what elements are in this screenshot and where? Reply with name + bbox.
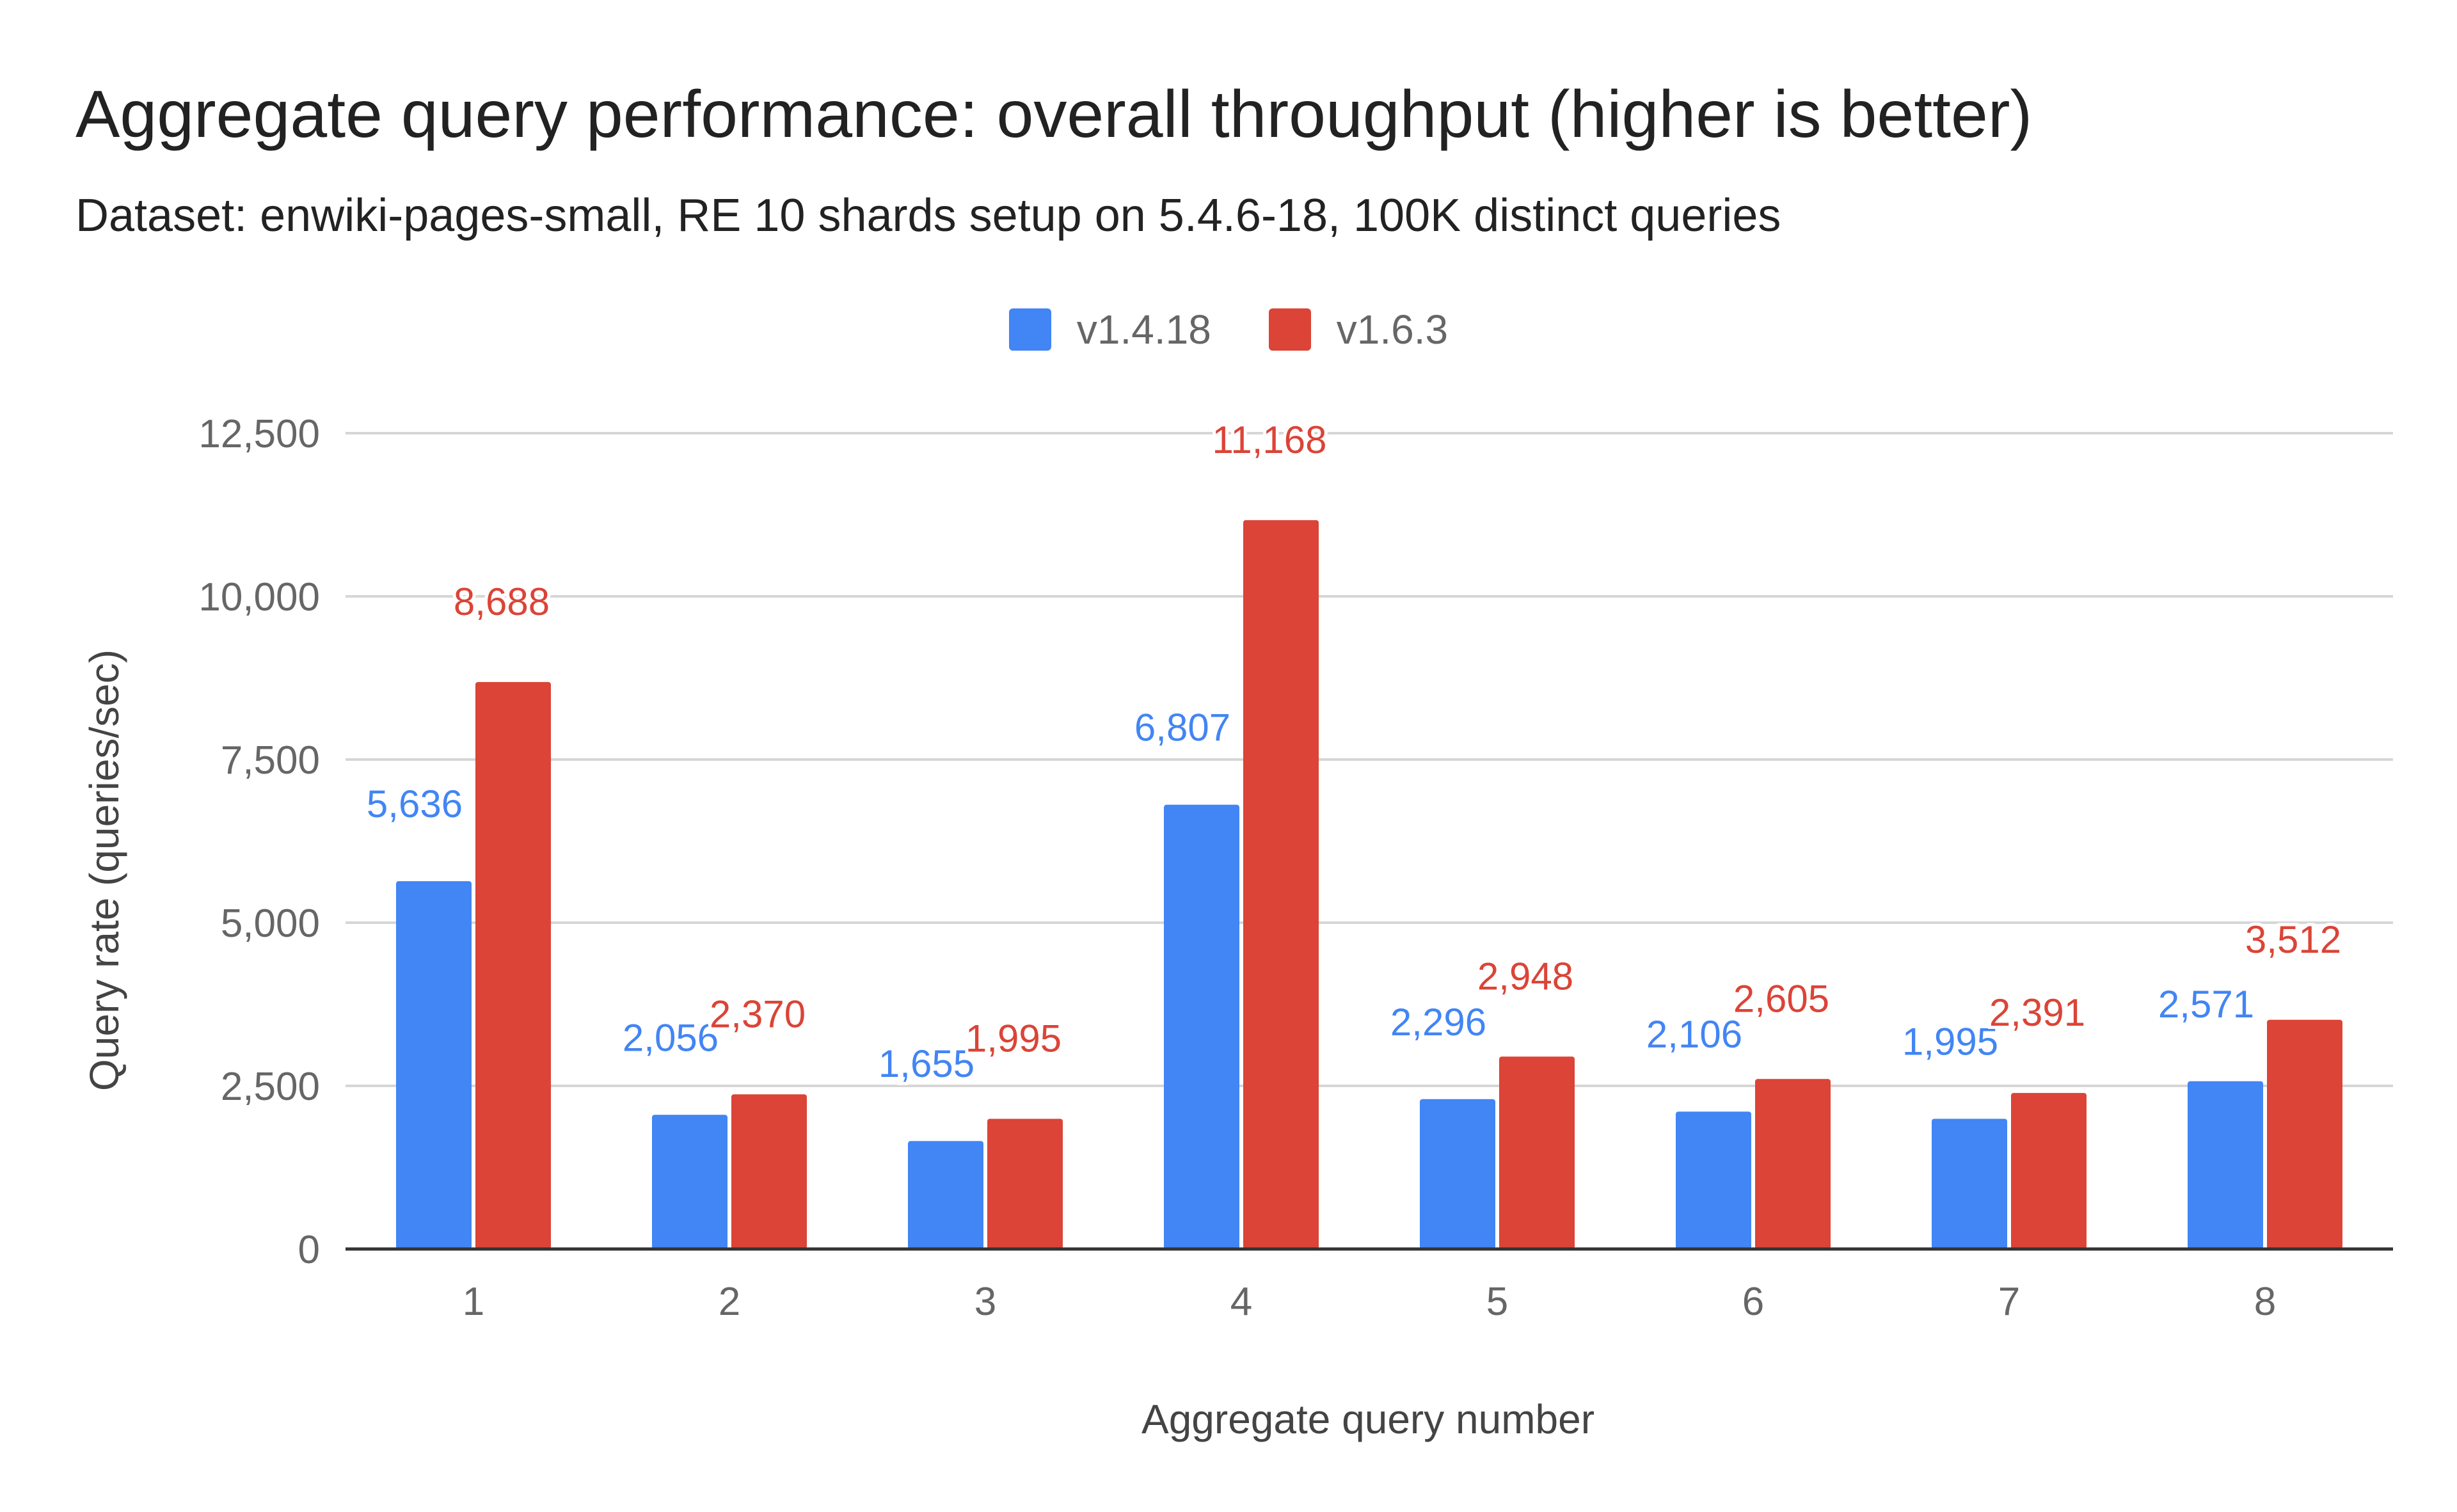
bar-v1-6-3-q2[interactable]: [731, 1094, 807, 1249]
bar-v1-4-18-q8[interactable]: [2188, 1081, 2263, 1249]
data-label-v1-6-3-q3: 1,995: [966, 1017, 1062, 1060]
bar-v1-4-18-q2[interactable]: [652, 1115, 728, 1249]
bar-v1-6-3-q8[interactable]: [2267, 1019, 2342, 1249]
y-tick-labels: 0 2,500 5,000 7,500 10,000 12,500: [198, 412, 320, 1272]
bar-v1-6-3-q1[interactable]: [475, 681, 551, 1249]
data-label-v1-6-3-q5: 2,948: [1477, 955, 1573, 998]
x-tick-label: 3: [974, 1280, 996, 1324]
data-label-v1-4-18-q3: 1,655: [879, 1042, 974, 1085]
x-tick-label: 7: [1998, 1280, 2020, 1324]
x-tick-labels: 1 2 3 4 5 6 7 8: [463, 1280, 2276, 1324]
chart-subtitle: Dataset: enwiki-pages-small, RE 10 shard…: [76, 190, 1781, 241]
chart-title: Aggregate query performance: overall thr…: [76, 77, 2033, 152]
legend: v1.4.18 v1.6.3: [0, 301, 2457, 358]
data-label-v1-6-3-q7: 2,391: [1989, 991, 2085, 1034]
x-tick-label: 1: [463, 1280, 484, 1324]
x-tick-label: 4: [1230, 1280, 1252, 1324]
data-label-v1-4-18-q2: 2,056: [623, 1016, 719, 1059]
bar-v1-6-3-q7[interactable]: [2011, 1093, 2087, 1249]
data-label-v1-4-18-q8: 2,571: [2158, 983, 2254, 1026]
data-label-v1-6-3-q1: 8,688: [454, 580, 550, 623]
legend-swatch-v1-4-18: [1008, 308, 1051, 351]
bars: [396, 520, 2342, 1249]
x-tick-label: 8: [2254, 1280, 2276, 1324]
bar-v1-6-3-q6[interactable]: [1755, 1079, 1831, 1249]
legend-label-v1-6-3: v1.6.3: [1336, 306, 1449, 353]
data-label-v1-4-18-q1: 5,636: [367, 783, 463, 825]
legend-item-v1-6-3[interactable]: v1.6.3: [1268, 306, 1449, 353]
bar-v1-4-18-q4[interactable]: [1164, 804, 1239, 1249]
y-tick-label: 10,000: [198, 575, 320, 619]
legend-item-v1-4-18[interactable]: v1.4.18: [1008, 306, 1211, 353]
x-tick-label: 5: [1486, 1280, 1508, 1324]
y-tick-label: 7,500: [221, 738, 320, 783]
bar-v1-4-18-q6[interactable]: [1676, 1111, 1751, 1249]
bar-v1-6-3-q5[interactable]: [1499, 1056, 1575, 1249]
data-label-v1-4-18-q7: 1,995: [1902, 1021, 1998, 1063]
x-tick-label: 2: [719, 1280, 740, 1324]
data-label-v1-6-3-q4: 11,168: [1212, 418, 1326, 461]
y-tick-label: 0: [298, 1228, 320, 1272]
x-axis-label: Aggregate query number: [1141, 1396, 1594, 1442]
bar-v1-4-18-q1[interactable]: [396, 881, 472, 1249]
data-label-v1-4-18-q4: 6,807: [1134, 706, 1230, 749]
data-label-v1-6-3-q6: 2,605: [1733, 977, 1829, 1020]
data-label-v1-6-3-q2: 2,370: [710, 992, 806, 1035]
x-tick-label: 6: [1742, 1280, 1764, 1324]
bar-v1-4-18-q3[interactable]: [908, 1141, 983, 1249]
bar-v1-4-18-q5[interactable]: [1420, 1099, 1495, 1249]
y-axis-label: Query rate (queries/sec): [81, 649, 127, 1091]
y-tick-label: 12,500: [198, 412, 320, 456]
data-label-v1-4-18-q6: 2,106: [1646, 1013, 1742, 1056]
legend-label-v1-4-18: v1.4.18: [1076, 306, 1211, 353]
data-label-v1-4-18-q5: 2,296: [1390, 1001, 1486, 1044]
data-labels: 5,6368,6882,0562,3701,6551,9956,80711,16…: [363, 415, 2344, 1088]
bar-v1-6-3-q3[interactable]: [987, 1118, 1063, 1249]
legend-swatch-v1-6-3: [1268, 308, 1311, 351]
bar-v1-4-18-q7[interactable]: [1932, 1118, 2007, 1249]
gridlines: [346, 432, 2393, 1087]
data-label-v1-6-3-q8: 3,512: [2245, 918, 2341, 961]
y-tick-label: 2,500: [221, 1065, 320, 1109]
y-tick-label: 5,000: [221, 902, 320, 946]
bar-v1-6-3-q4[interactable]: [1243, 520, 1319, 1249]
